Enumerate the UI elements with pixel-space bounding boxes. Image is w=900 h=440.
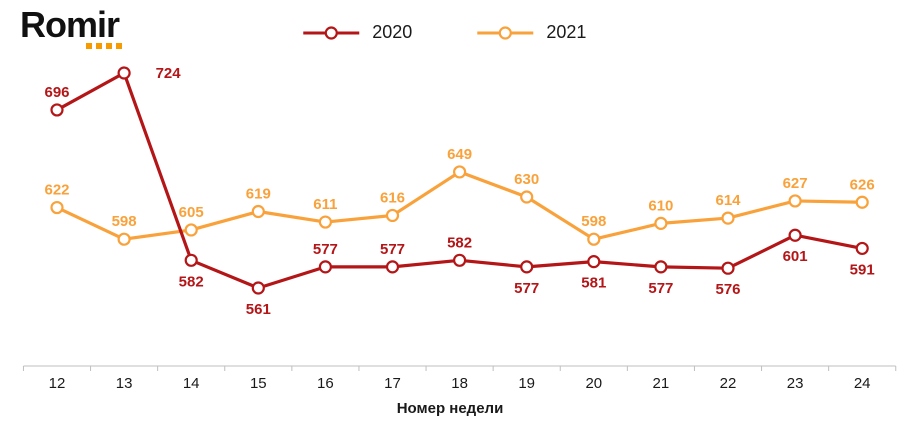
- data-label-2020: 581: [581, 275, 606, 292]
- legend-item-2021: 2021: [476, 22, 586, 43]
- x-tick-label: 16: [317, 375, 334, 392]
- data-point-2021: [855, 195, 869, 209]
- data-point-2021: [788, 194, 802, 208]
- data-point-2021: [721, 211, 735, 225]
- data-label-2021: 598: [581, 213, 606, 230]
- data-label-2021: 610: [648, 197, 673, 214]
- data-label-2021: 614: [715, 192, 741, 209]
- x-tick-label: 19: [518, 375, 535, 392]
- x-tick-label: 17: [384, 375, 401, 392]
- x-tick-label: 18: [451, 375, 468, 392]
- x-tick-label: 23: [787, 375, 804, 392]
- data-label-2020: 577: [313, 241, 338, 258]
- data-point-2020: [117, 66, 131, 80]
- data-point-2021: [587, 232, 601, 246]
- data-point-2020: [453, 253, 467, 267]
- legend-item-2020: 2020: [302, 22, 412, 43]
- romir-logo-dots: [86, 43, 122, 49]
- x-tick-label: 13: [116, 375, 133, 392]
- x-tick-label: 14: [183, 375, 200, 392]
- data-label-2021: 630: [514, 171, 539, 188]
- data-point-2021: [654, 216, 668, 230]
- romir-logo: Romir: [20, 4, 122, 49]
- logo-dot: [106, 43, 112, 49]
- x-tick-label: 22: [720, 375, 737, 392]
- data-label-2021: 619: [246, 185, 271, 202]
- data-label-2020: 591: [850, 261, 875, 278]
- x-axis-title: Номер недели: [396, 400, 504, 417]
- data-label-2021: 598: [112, 213, 137, 230]
- data-label-2021: 622: [44, 182, 69, 199]
- data-point-2020: [385, 260, 400, 274]
- data-point-2021: [184, 223, 198, 237]
- data-point-2021: [385, 208, 400, 223]
- logo-dot: [116, 43, 122, 49]
- data-point-2021: [50, 200, 64, 215]
- data-label-2020: 577: [514, 280, 539, 297]
- logo-dot: [86, 43, 92, 49]
- data-point-2020: [788, 228, 802, 242]
- data-label-2020: 724: [156, 65, 182, 82]
- legend-line-marker-2021: [477, 25, 534, 40]
- x-tick-label: 12: [49, 375, 66, 392]
- data-point-2020: [855, 241, 869, 256]
- data-label-2021: 626: [850, 176, 875, 193]
- x-tick-label: 15: [250, 375, 267, 392]
- data-point-2021: [318, 215, 332, 229]
- data-label-2021: 627: [783, 175, 808, 192]
- data-point-2020: [721, 261, 735, 275]
- data-label-2020: 561: [246, 301, 271, 318]
- data-label-2020: 577: [648, 280, 673, 297]
- data-point-2020: [520, 260, 534, 274]
- data-label-2020: 577: [380, 241, 405, 258]
- logo-dot: [96, 43, 102, 49]
- x-tick-label: 21: [653, 375, 670, 392]
- legend-label-2020: 2020: [372, 22, 413, 42]
- chart-legend: 2020 2021: [302, 22, 586, 43]
- legend-line-marker-2020: [303, 25, 360, 40]
- data-point-2020: [654, 260, 668, 274]
- data-point-2020: [587, 255, 601, 269]
- data-label-2020: 696: [44, 84, 69, 101]
- data-label-2020: 576: [715, 281, 740, 298]
- line-chart: 12 13 14 15 16 17 18 19 20 21 22 23 24 696 724 582 561 57…: [22, 65, 897, 392]
- legend-label-2021: 2021: [546, 22, 587, 42]
- data-point-2020: [50, 103, 64, 117]
- romir-logo-text: Romir: [20, 4, 120, 45]
- x-tick-label: 20: [585, 375, 602, 392]
- data-label-2021: 649: [447, 146, 472, 163]
- data-label-2021: 616: [380, 189, 405, 206]
- chart-header: Romir 2020 2021: [0, 0, 900, 58]
- data-label-2021: 605: [179, 204, 204, 221]
- data-point-2020: [318, 260, 332, 274]
- data-point-2021: [251, 204, 265, 219]
- data-point-2021: [453, 165, 467, 179]
- data-label-2020: 582: [447, 234, 472, 251]
- data-point-2020: [251, 281, 265, 295]
- x-tick-label: 24: [854, 375, 871, 392]
- data-point-2021: [520, 190, 534, 204]
- data-point-2020: [184, 253, 198, 267]
- data-label-2020: 582: [179, 273, 204, 290]
- data-label-2020: 601: [783, 248, 808, 265]
- data-label-2021: 611: [313, 196, 337, 213]
- data-point-2021: [117, 232, 131, 246]
